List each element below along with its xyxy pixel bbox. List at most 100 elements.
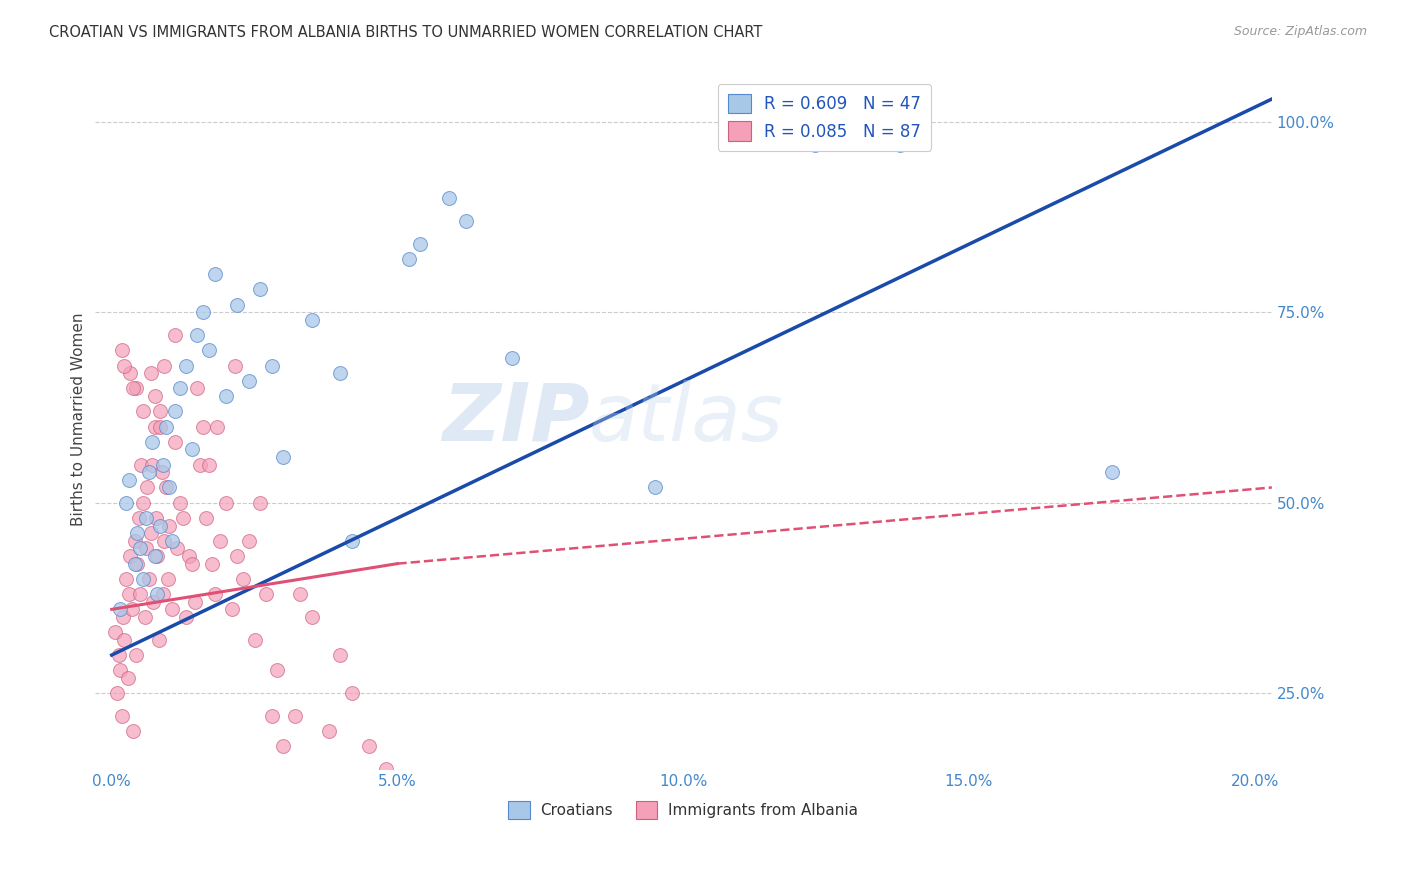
Point: [139, 526, 162, 541]
Point: [166, 541, 188, 556]
Point: [209, 533, 232, 548]
Point: [125, 381, 148, 395]
Point: [186, 381, 208, 395]
Point: [357, 739, 380, 754]
Point: [215, 389, 238, 403]
Point: [329, 366, 352, 380]
Point: [340, 686, 363, 700]
Point: [122, 381, 145, 395]
Point: [329, 648, 352, 662]
Point: [501, 351, 523, 365]
Point: [134, 610, 156, 624]
Y-axis label: Births to Unmarried Women: Births to Unmarried Women: [72, 312, 86, 525]
Point: [112, 610, 135, 624]
Point: [198, 343, 221, 358]
Point: [139, 366, 162, 380]
Point: [169, 381, 191, 395]
Point: [204, 267, 226, 281]
Point: [266, 663, 288, 677]
Point: [195, 511, 218, 525]
Point: [115, 572, 138, 586]
Point: [129, 541, 152, 556]
Point: [290, 587, 312, 601]
Point: [201, 557, 224, 571]
Point: [111, 343, 134, 358]
Point: [124, 557, 146, 571]
Point: [127, 526, 149, 541]
Point: [226, 549, 249, 563]
Point: [110, 663, 132, 677]
Point: [157, 518, 180, 533]
Point: [271, 739, 294, 754]
Point: [160, 533, 183, 548]
Text: ZIP: ZIP: [441, 380, 589, 458]
Point: [409, 236, 432, 251]
Point: [117, 671, 139, 685]
Point: [198, 458, 221, 472]
Point: [866, 130, 889, 145]
Point: [204, 587, 226, 601]
Point: [153, 359, 176, 373]
Point: [157, 480, 180, 494]
Point: [215, 496, 238, 510]
Point: [221, 602, 243, 616]
Point: [207, 419, 229, 434]
Point: [111, 709, 134, 723]
Point: [226, 298, 249, 312]
Point: [180, 442, 202, 457]
Point: [103, 625, 125, 640]
Point: [129, 587, 152, 601]
Point: [238, 374, 260, 388]
Point: [644, 480, 666, 494]
Text: Source: ZipAtlas.com: Source: ZipAtlas.com: [1233, 25, 1367, 38]
Point: [118, 473, 141, 487]
Point: [163, 404, 186, 418]
Point: [174, 359, 197, 373]
Point: [118, 366, 141, 380]
Point: [125, 648, 148, 662]
Point: [318, 724, 340, 739]
Point: [163, 434, 186, 449]
Point: [118, 587, 141, 601]
Point: [132, 496, 155, 510]
Point: [115, 496, 138, 510]
Point: [301, 313, 323, 327]
Point: [191, 419, 214, 434]
Point: [141, 458, 163, 472]
Point: [132, 404, 155, 418]
Point: [110, 602, 132, 616]
Point: [121, 602, 143, 616]
Point: [141, 434, 163, 449]
Point: [124, 533, 146, 548]
Point: [146, 587, 169, 601]
Point: [145, 511, 167, 525]
Point: [155, 419, 177, 434]
Point: [249, 282, 271, 296]
Point: [118, 549, 141, 563]
Point: [135, 541, 157, 556]
Point: [260, 709, 283, 723]
Point: [146, 549, 169, 563]
Point: [152, 587, 174, 601]
Point: [254, 587, 277, 601]
Point: [1101, 465, 1123, 479]
Point: [186, 328, 208, 343]
Point: [238, 533, 260, 548]
Point: [136, 480, 159, 494]
Point: [156, 572, 179, 586]
Point: [454, 214, 477, 228]
Point: [815, 122, 838, 136]
Point: [169, 496, 191, 510]
Point: [172, 511, 194, 525]
Point: [150, 465, 173, 479]
Legend: Croatians, Immigrants from Albania: Croatians, Immigrants from Albania: [502, 795, 865, 825]
Point: [149, 518, 172, 533]
Point: [889, 137, 911, 152]
Point: [149, 404, 172, 418]
Point: [112, 632, 135, 647]
Point: [112, 359, 135, 373]
Point: [301, 610, 323, 624]
Point: [398, 252, 420, 266]
Point: [224, 359, 246, 373]
Point: [730, 122, 752, 136]
